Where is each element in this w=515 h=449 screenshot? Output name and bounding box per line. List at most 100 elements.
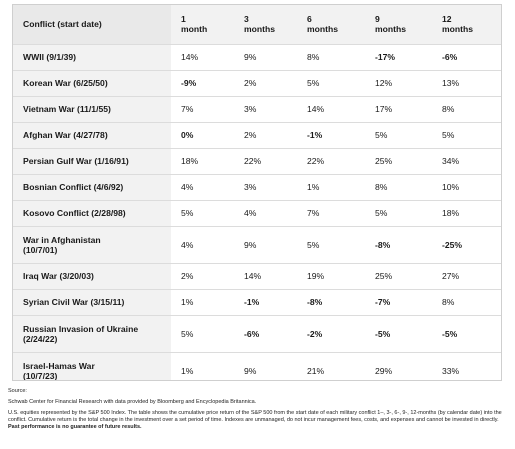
return-cell: 21%: [307, 365, 325, 376]
table-header-row: Conflict (start date) 1 month 3 months 6 month…: [13, 5, 501, 44]
return-cell: 7%: [181, 104, 194, 114]
return-cell: 29%: [375, 365, 393, 376]
conflict-cell: Afghan War (4/27/78): [13, 122, 171, 148]
conflict-cell: Israel-Hamas War (10/7/23): [13, 352, 171, 380]
conflict-cell: Kosovo Conflict (2/28/98): [13, 200, 171, 226]
disclaimer-text: Past performance is no guarantee of futu…: [8, 424, 142, 430]
return-cell: -17%: [375, 52, 396, 62]
return-cell: 5%: [307, 239, 320, 250]
return-cell: 5%: [442, 130, 455, 140]
return-cell: -25%: [442, 239, 463, 250]
return-cell: 14%: [244, 271, 262, 281]
return-cell: 5%: [375, 130, 388, 140]
table-row: Vietnam War (11/1/55) 7% 3% 14% 17% 8%: [13, 96, 501, 122]
return-cell: -1%: [244, 297, 260, 307]
return-cell: 5%: [181, 328, 194, 339]
return-cell: 14%: [181, 52, 199, 62]
return-cell: -5%: [375, 328, 391, 339]
return-cell: 2%: [244, 130, 257, 140]
table-row: Korean War (6/25/50) -9% 2% 5% 12% 13%: [13, 70, 501, 96]
return-cell: 19%: [307, 271, 325, 281]
return-cell: 8%: [442, 104, 455, 114]
header-period-3: 6 months: [297, 5, 365, 44]
return-cell: 12%: [375, 78, 393, 88]
return-cell: 0%: [181, 130, 194, 140]
table-row: Israel-Hamas War (10/7/23) 1% 9% 21% 29% 33%: [13, 352, 501, 380]
conflict-returns-table: Conflict (start date) 1 month 3 months 6 month…: [13, 5, 501, 380]
return-cell: 18%: [442, 208, 460, 218]
return-cell: -6%: [442, 52, 458, 62]
conflict-cell: Persian Gulf War (1/16/91): [13, 148, 171, 174]
return-cell: 8%: [307, 52, 320, 62]
return-cell: 10%: [442, 182, 460, 192]
table-body: WWII (9/1/39) 14% 9% 8% -17% -6% Korean War (6…: [13, 44, 501, 380]
conflict-cell: WWII (9/1/39): [13, 44, 171, 70]
return-cell: 18%: [181, 156, 199, 166]
return-cell: 34%: [442, 156, 460, 166]
header-conflict: Conflict (start date): [13, 5, 171, 44]
footnotes: Source: Schwab Center for Financial Rese…: [8, 388, 508, 435]
return-cell: -6%: [244, 328, 260, 339]
return-cell: 5%: [181, 208, 194, 218]
return-cell: 22%: [244, 156, 262, 166]
return-cell: 27%: [442, 271, 460, 281]
return-cell: 4%: [244, 208, 257, 218]
return-cell: 22%: [307, 156, 325, 166]
table-row: Persian Gulf War (1/16/91) 18% 22% 22% 25% 34…: [13, 148, 501, 174]
return-cell: 7%: [307, 208, 320, 218]
table-row: WWII (9/1/39) 14% 9% 8% -17% -6%: [13, 44, 501, 70]
return-cell: -5%: [442, 328, 458, 339]
conflict-cell: Bosnian Conflict (4/6/92): [13, 174, 171, 200]
table-row: Bosnian Conflict (4/6/92) 4% 3% 1% 8% 10%: [13, 174, 501, 200]
source-label: Source:: [8, 388, 27, 394]
return-cell: 13%: [442, 78, 460, 88]
returns-table-frame: Conflict (start date) 1 month 3 months 6 month…: [12, 4, 502, 381]
return-cell: 2%: [181, 271, 194, 281]
conflict-cell: Vietnam War (11/1/55): [13, 96, 171, 122]
conflict-cell: Iraq War (3/20/03): [13, 263, 171, 289]
return-cell: 25%: [375, 156, 393, 166]
table-row: Syrian Civil War (3/15/11) 1% -1% -8% -7% 8%: [13, 289, 501, 315]
table-row: Russian Invasion of Ukraine (2/24/22) 5% -6…: [13, 315, 501, 352]
conflict-cell: War in Afghanistan (10/7/01): [13, 226, 171, 263]
return-cell: 3%: [244, 182, 257, 192]
return-cell: 2%: [244, 78, 257, 88]
return-cell: 25%: [375, 271, 393, 281]
return-cell: -7%: [375, 297, 391, 307]
conflict-cell: Syrian Civil War (3/15/11): [13, 289, 171, 315]
header-period-5: 12 months: [432, 5, 501, 44]
return-cell: -8%: [375, 239, 391, 250]
return-cell: 1%: [181, 297, 194, 307]
return-cell: 8%: [375, 182, 388, 192]
return-cell: 1%: [181, 365, 194, 376]
return-cell: 4%: [181, 182, 194, 192]
return-cell: 33%: [442, 365, 460, 376]
table-row: Iraq War (3/20/03) 2% 14% 19% 25% 27%: [13, 263, 501, 289]
source-text: Schwab Center for Financial Research wit…: [8, 399, 257, 405]
return-cell: 17%: [375, 104, 393, 114]
return-cell: 5%: [375, 208, 388, 218]
table-row: Kosovo Conflict (2/28/98) 5% 4% 7% 5% 18%: [13, 200, 501, 226]
return-cell: 9%: [244, 239, 257, 250]
methodology-text: U.S. equities represented by the S&P 500…: [8, 410, 502, 423]
return-cell: 14%: [307, 104, 325, 114]
return-cell: -1%: [307, 130, 323, 140]
return-cell: 8%: [442, 297, 455, 307]
return-cell: 9%: [244, 365, 257, 376]
header-period-2: 3 months: [234, 5, 297, 44]
conflict-cell: Korean War (6/25/50): [13, 70, 171, 96]
header-period-1: 1 month: [171, 5, 234, 44]
conflict-cell: Russian Invasion of Ukraine (2/24/22): [13, 315, 171, 352]
return-cell: -9%: [181, 78, 197, 88]
return-cell: 1%: [307, 182, 320, 192]
table-row: War in Afghanistan (10/7/01) 4% 9% 5% -8% -25%: [13, 226, 501, 263]
methodology-note: U.S. equities represented by the S&P 500…: [8, 410, 508, 431]
return-cell: 3%: [244, 104, 257, 114]
return-cell: 5%: [307, 78, 320, 88]
return-cell: 9%: [244, 52, 257, 62]
return-cell: -2%: [307, 328, 323, 339]
return-cell: -8%: [307, 297, 323, 307]
table-row: Afghan War (4/27/78) 0% 2% -1% 5% 5%: [13, 122, 501, 148]
header-period-4: 9 months: [365, 5, 432, 44]
return-cell: 4%: [181, 239, 194, 250]
